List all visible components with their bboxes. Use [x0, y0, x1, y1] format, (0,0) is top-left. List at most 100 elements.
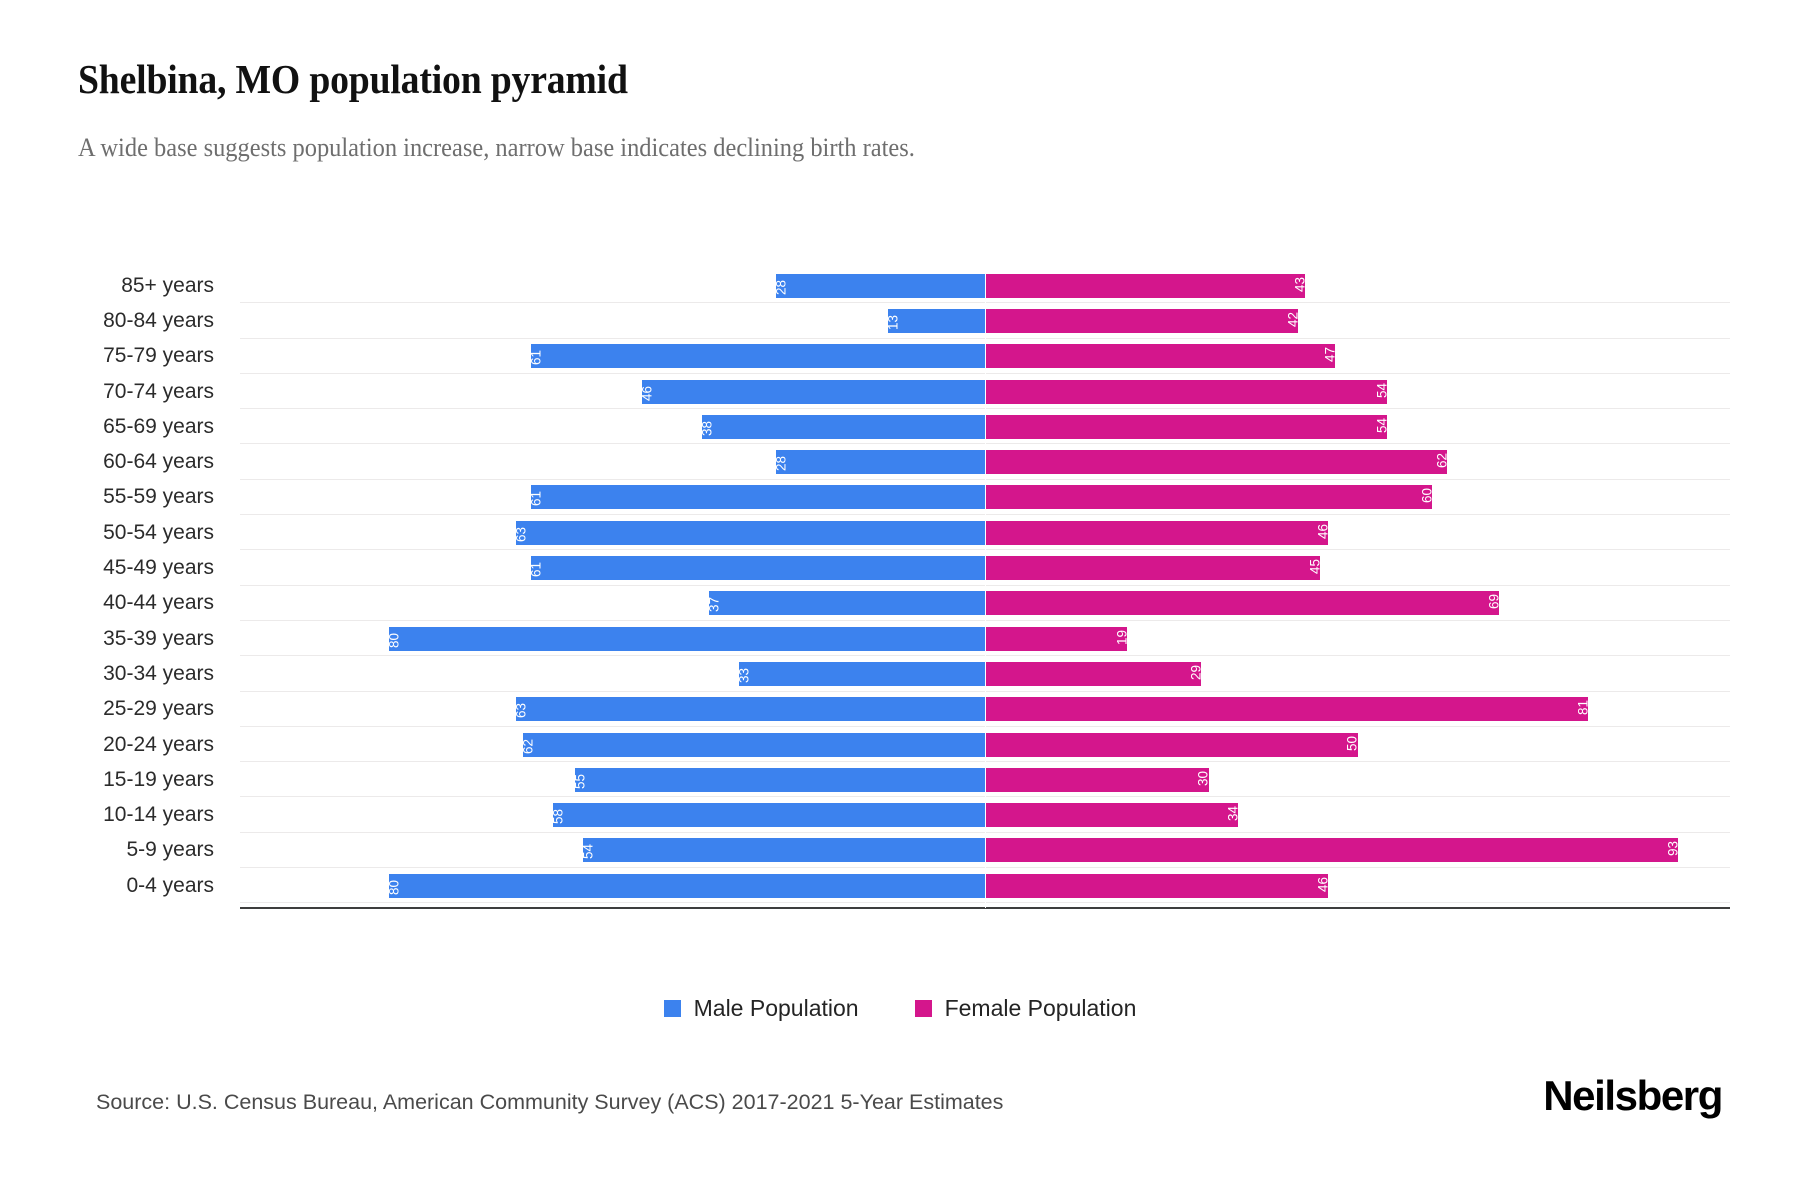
- bar-female[interactable]: 81: [985, 697, 1591, 722]
- bar-male[interactable]: 63: [513, 520, 985, 545]
- bar-female[interactable]: 29: [985, 661, 1204, 686]
- bar-male[interactable]: 54: [579, 838, 985, 863]
- bar-female[interactable]: 60: [985, 485, 1435, 510]
- bar-male[interactable]: 61: [527, 556, 985, 581]
- bar-male[interactable]: 63: [512, 697, 985, 722]
- bar-female[interactable]: 46: [985, 873, 1330, 898]
- y-axis-label: 25-29 years: [103, 697, 214, 721]
- bar-value-label: 37: [706, 597, 722, 613]
- bar-value-label: 34: [1225, 806, 1241, 822]
- female-color-swatch: [914, 1000, 932, 1017]
- bar-female[interactable]: 43: [985, 273, 1308, 298]
- bar-male[interactable]: 61: [527, 485, 985, 510]
- y-axis-label: 10-14 years: [103, 803, 214, 827]
- bar-female[interactable]: 54: [985, 414, 1390, 439]
- bar-female[interactable]: 42: [985, 308, 1301, 333]
- bar-value-label: 54: [1374, 417, 1390, 433]
- bar-value-label: 61: [527, 561, 543, 578]
- bar-value-label: 42: [1285, 311, 1301, 327]
- bar-male[interactable]: 62: [520, 732, 985, 757]
- y-axis-label: 45-49 years: [103, 556, 214, 580]
- bar-male[interactable]: 13: [885, 308, 985, 333]
- y-axis-label: 40-44 years: [103, 591, 214, 615]
- bar-male[interactable]: 80: [386, 873, 985, 898]
- bar-male[interactable]: 58: [550, 803, 985, 828]
- bar-female[interactable]: 47: [985, 344, 1338, 369]
- bar-male[interactable]: 46: [639, 379, 985, 404]
- y-axis-label: 5-9 years: [126, 838, 214, 862]
- bar-value-label: 60: [1419, 488, 1435, 504]
- y-axis-label: 55-59 years: [103, 485, 214, 509]
- legend-item-female[interactable]: Female Population: [914, 995, 1137, 1022]
- bar-value-label: 13: [885, 314, 901, 330]
- bar-value-label: 61: [527, 491, 543, 507]
- y-axis-label: 75-79 years: [103, 344, 214, 368]
- bar-male[interactable]: 28: [773, 273, 985, 298]
- bar-value-label: 62: [520, 738, 536, 754]
- bar-male[interactable]: 55: [572, 767, 985, 792]
- bar-female[interactable]: 62: [985, 450, 1450, 475]
- bar-male[interactable]: 33: [736, 661, 985, 686]
- y-axis-label: 50-54 years: [103, 520, 214, 544]
- bar-value-label: 58: [550, 809, 566, 825]
- bar-value-label: 93: [1665, 841, 1681, 857]
- bar-female[interactable]: 69: [985, 591, 1502, 616]
- bar-value-label: 81: [1575, 700, 1591, 716]
- bar-female[interactable]: 45: [985, 556, 1323, 581]
- page-title: Shelbina, MO population pyramid: [78, 56, 628, 102]
- chart-row: 80 46: [240, 868, 1730, 904]
- bar-male[interactable]: 38: [699, 414, 985, 439]
- bar-value-label: 54: [579, 844, 595, 860]
- bar-value-label: 30: [1195, 770, 1211, 786]
- bar-value-label: 47: [1322, 347, 1338, 363]
- page-subtitle: A wide base suggests population increase…: [78, 133, 915, 162]
- bar-value-label: 50: [1344, 735, 1360, 751]
- bar-value-label: 28: [773, 456, 789, 472]
- bar-value-label: 28: [773, 279, 789, 295]
- y-axis-label: 65-69 years: [103, 414, 214, 438]
- bar-value-label: 19: [1113, 629, 1129, 645]
- bar-value-label: 29: [1188, 664, 1204, 680]
- chart-row: 63 81: [240, 692, 1730, 727]
- bar-female[interactable]: 34: [985, 803, 1241, 828]
- bar-female[interactable]: 46: [985, 520, 1330, 545]
- y-axis-label: 80-84 years: [103, 308, 214, 332]
- bar-female[interactable]: 50: [985, 732, 1360, 757]
- y-axis-label: 35-39 years: [103, 626, 214, 650]
- bar-value-label: 61: [527, 350, 543, 366]
- bar-female[interactable]: 19: [985, 626, 1129, 651]
- bar-male[interactable]: 28: [773, 450, 985, 475]
- bar-value-label: 62: [1434, 453, 1450, 469]
- center-axis-line: [985, 268, 986, 908]
- y-axis-label: 0-4 years: [126, 873, 214, 897]
- legend-item-male[interactable]: Male Population: [663, 995, 859, 1022]
- y-axis-label: 70-74 years: [103, 379, 214, 403]
- legend-label-female: Female Population: [944, 995, 1137, 1021]
- brand-logo: Neilsberg: [1543, 1072, 1723, 1119]
- y-axis-label: 15-19 years: [103, 767, 214, 791]
- bar-value-label: 80: [386, 879, 402, 895]
- bar-value-label: 55: [572, 773, 588, 789]
- bar-value-label: 46: [1314, 876, 1330, 892]
- bar-male[interactable]: 37: [706, 591, 985, 616]
- bar-male[interactable]: 80: [386, 626, 985, 651]
- chart-row: 61 45: [240, 550, 1730, 586]
- bar-value-label: 63: [512, 703, 528, 719]
- x-axis-baseline: [240, 907, 1730, 909]
- bar-female[interactable]: 93: [985, 838, 1681, 863]
- legend-label-male: Male Population: [693, 995, 859, 1021]
- y-axis-label: 60-64 years: [103, 450, 214, 474]
- y-axis-label: 20-24 years: [103, 732, 214, 756]
- bar-male[interactable]: 61: [527, 344, 985, 369]
- y-axis-labels: 85+ years 80-84 years 75-79 years 70-74 yea…: [0, 268, 228, 908]
- bar-female[interactable]: 30: [985, 767, 1211, 792]
- bar-value-label: 69: [1486, 594, 1502, 610]
- y-axis-label: 30-34 years: [103, 661, 214, 685]
- bar-value-label: 46: [639, 385, 655, 401]
- plot-area: 28 43 13 42 61 47 46 54 38 54 28 62 61 60 63 46 61 45 37 69…: [240, 268, 1730, 909]
- bar-value-label: 43: [1292, 276, 1308, 292]
- bar-female[interactable]: 54: [985, 379, 1390, 404]
- bar-value-label: 46: [1314, 523, 1330, 539]
- bar-value-label: 38: [699, 420, 715, 436]
